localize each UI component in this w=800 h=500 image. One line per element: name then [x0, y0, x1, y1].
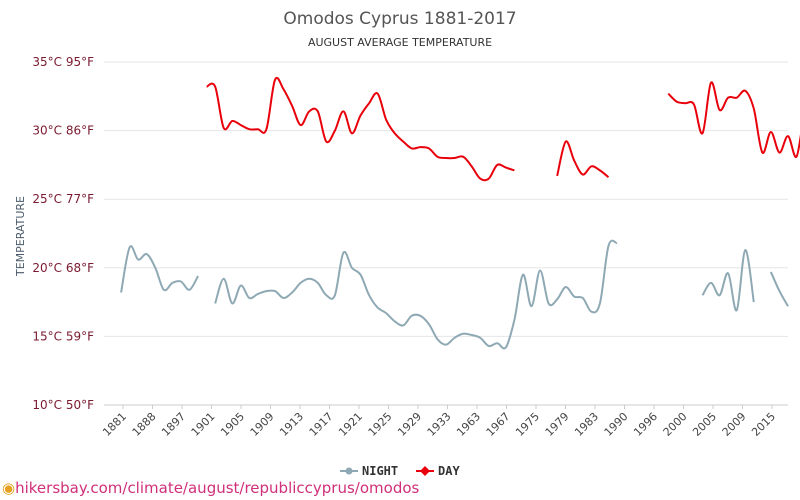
x-tick-label: 2009 — [720, 410, 749, 439]
legend-night-marker — [345, 467, 353, 475]
x-tick-label: 1909 — [248, 410, 277, 439]
x-tick-label: 1905 — [218, 410, 247, 439]
series-line-segment — [120, 245, 199, 293]
x-tick-label: 1881 — [100, 410, 129, 439]
x-tick-label: 1913 — [277, 410, 306, 439]
x-tick-label: 1967 — [484, 410, 513, 439]
x-tick-label: 1917 — [307, 410, 336, 439]
x-tick-label: 1933 — [425, 410, 454, 439]
y-tick-label: 35°C 95°F — [32, 55, 94, 69]
chart-title: Omodos Cyprus 1881-2017 — [283, 9, 516, 29]
x-tick-label: 1929 — [395, 410, 424, 439]
y-tick-labels: 35°C 95°F 30°C 86°F 25°C 77°F 20°C 68°F 15°C… — [32, 55, 94, 412]
series-line-segment — [214, 239, 618, 350]
gridlines — [104, 61, 788, 406]
x-tick-label: 1888 — [130, 410, 159, 439]
y-tick-label: 10°C 50°F — [32, 398, 94, 412]
legend-day-marker — [420, 466, 430, 476]
series-lines — [120, 76, 800, 350]
x-tick-label: 1925 — [366, 410, 395, 439]
series-line-segment — [769, 271, 789, 307]
legend-day-label: DAY — [438, 464, 460, 478]
source-url: hikersbay.com/climate/august/republiccyp… — [15, 479, 420, 497]
x-tick-label: 2005 — [690, 410, 719, 439]
x-tick-label: 1921 — [336, 410, 365, 439]
legend-night-label: NIGHT — [362, 464, 398, 478]
legend-item-day[interactable]: DAY — [416, 464, 460, 478]
x-tick-label: 1996 — [631, 410, 660, 439]
x-tick-label: 1979 — [543, 410, 572, 439]
series-line-segment — [556, 140, 610, 179]
y-tick-label: 30°C 86°F — [32, 124, 94, 138]
series-line-segment — [206, 76, 515, 182]
x-tick-label: 1901 — [189, 410, 218, 439]
location-pin-icon: ◉ — [2, 479, 16, 497]
x-tick-label: 1990 — [602, 410, 631, 439]
source-link[interactable]: ◉hikersbay.com/climate/august/republiccy… — [2, 479, 419, 497]
chart-subtitle: AUGUST AVERAGE TEMPERATURE — [308, 36, 492, 49]
x-tick-labels: 1881 1888 1897 1901 1905 1909 1913 1917 1921 1925… — [100, 405, 778, 439]
series-line-segment — [667, 81, 800, 158]
x-tick-label: 1983 — [572, 410, 601, 439]
series-night — [120, 239, 789, 350]
x-tick-label: 1975 — [513, 410, 542, 439]
x-tick-label: 2015 — [749, 410, 778, 439]
legend-item-night[interactable]: NIGHT — [340, 464, 398, 478]
y-tick-label: 25°C 77°F — [32, 192, 94, 206]
series-day — [206, 76, 800, 182]
x-tick-label: 2000 — [661, 410, 690, 439]
y-tick-label: 15°C 59°F — [32, 329, 94, 343]
x-tick-label: 1897 — [159, 410, 188, 439]
legend[interactable]: NIGHT DAY — [340, 464, 460, 478]
x-tick-label: 1963 — [454, 410, 483, 439]
y-tick-label: 20°C 68°F — [32, 261, 94, 275]
series-line-segment — [701, 248, 755, 312]
y-axis-label: TEMPERATURE — [14, 196, 27, 277]
